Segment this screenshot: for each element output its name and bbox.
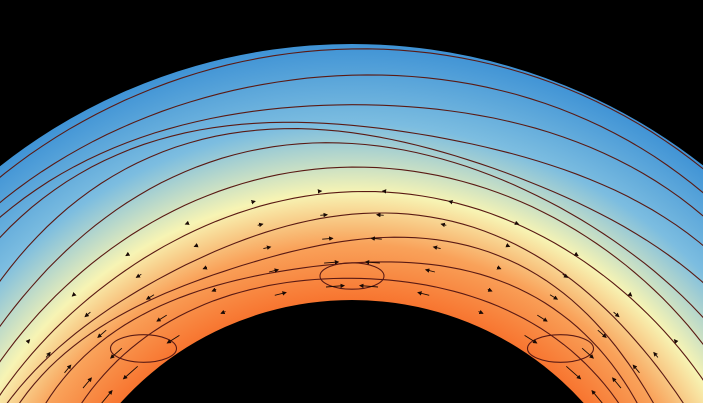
contour-line	[49, 277, 653, 403]
convection-cell-contour	[109, 334, 178, 363]
contour-line	[0, 212, 703, 403]
velocity-arrow	[82, 377, 92, 389]
velocity-arrow	[549, 294, 559, 300]
velocity-arrow	[673, 339, 679, 344]
velocity-arrow	[322, 236, 334, 241]
velocity-arrow	[496, 265, 502, 270]
velocity-arrow	[597, 329, 607, 338]
velocity-arrow	[448, 199, 454, 205]
velocity-arrow	[97, 329, 107, 338]
velocity-arrow	[274, 291, 287, 296]
velocity-arrow	[263, 245, 272, 250]
velocity-arrow	[514, 220, 520, 225]
contour-line	[0, 74, 703, 375]
velocity-arrow	[325, 283, 345, 289]
velocity-arrow	[581, 347, 594, 359]
velocity-arrow	[45, 351, 51, 358]
velocity-arrow	[417, 291, 430, 296]
contour-line	[0, 48, 703, 367]
velocity-arrow	[370, 236, 382, 241]
velocity-arrow	[424, 268, 436, 273]
convection-cell-contour	[526, 334, 595, 363]
velocity-arrow	[257, 222, 264, 228]
velocity-arrow	[566, 365, 582, 380]
velocity-arrow	[487, 287, 493, 292]
velocity-arrow	[632, 364, 640, 374]
velocity-arrow	[220, 309, 226, 315]
velocity-arrow	[156, 314, 167, 322]
velocity-arrow	[359, 283, 379, 289]
velocity-arrow	[612, 377, 622, 389]
velocity-arrow	[166, 335, 180, 344]
velocity-arrow	[101, 390, 113, 403]
contour-line	[0, 104, 703, 383]
velocity-arrow	[268, 268, 280, 273]
velocity-arrow	[478, 309, 484, 315]
velocity-arrow	[627, 291, 633, 297]
velocity-arrow	[432, 245, 441, 250]
velocity-arrow	[537, 314, 548, 322]
velocity-arrow	[202, 265, 208, 270]
velocity-arrow	[145, 294, 155, 300]
velocity-arrow	[324, 260, 340, 265]
velocity-arrow	[184, 220, 190, 225]
velocity-arrow	[573, 251, 579, 257]
velocity-arrow	[84, 311, 91, 318]
velocity-arrow	[524, 335, 538, 344]
velocity-arrow	[364, 260, 380, 265]
contour-line	[0, 190, 703, 403]
velocity-arrow	[64, 364, 72, 374]
velocity-arrow	[653, 351, 659, 358]
contour-lines	[0, 48, 703, 403]
contour-line	[0, 142, 703, 403]
velocity-arrow	[110, 347, 123, 359]
velocity-arrow	[193, 243, 199, 248]
velocity-arrow	[211, 287, 217, 292]
contour-line	[0, 121, 703, 395]
velocity-arrow	[71, 291, 77, 297]
velocity-arrow	[25, 339, 31, 344]
velocity-arrow	[250, 199, 256, 205]
velocity-arrow	[613, 311, 620, 318]
velocity-arrow	[122, 365, 138, 380]
convection-cell-contour	[319, 262, 385, 290]
velocity-arrow	[135, 273, 142, 278]
contour-line	[0, 166, 703, 403]
velocity-arrow	[125, 251, 131, 257]
velocity-arrow	[591, 390, 603, 403]
velocity-arrow	[320, 212, 328, 218]
contour-line	[0, 128, 703, 403]
velocity-arrow	[440, 222, 447, 228]
velocity-vectors	[25, 189, 679, 403]
velocity-arrow	[505, 243, 511, 248]
velocity-arrow	[376, 212, 384, 218]
temperature-field-sector	[0, 44, 703, 403]
velocity-arrow	[562, 273, 569, 278]
